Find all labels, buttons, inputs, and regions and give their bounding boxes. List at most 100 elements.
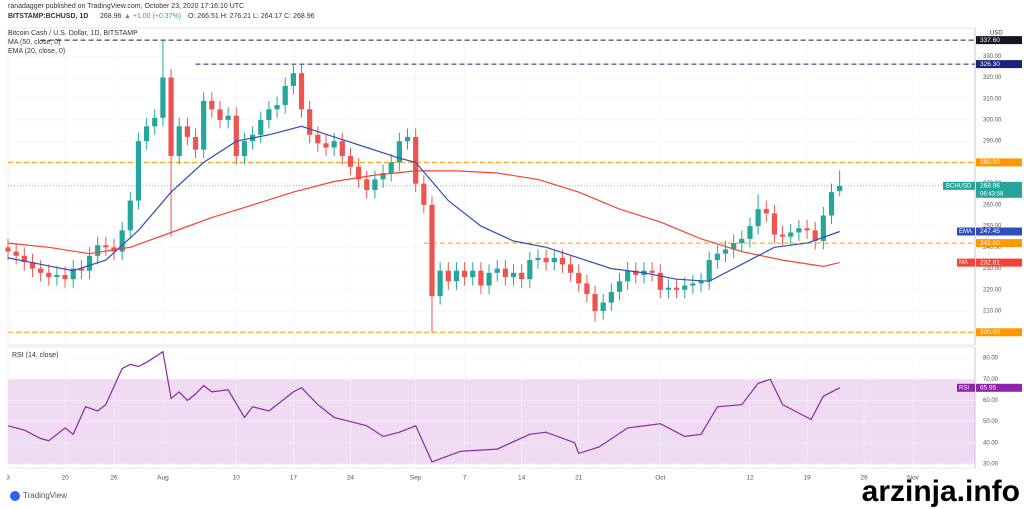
candle-body	[62, 274, 68, 280]
candle-body	[788, 232, 794, 237]
y-tick-label: 290.00	[983, 139, 1002, 145]
candle-body	[665, 287, 672, 290]
candle-body	[233, 115, 239, 157]
footer-logo: TradingView	[10, 491, 67, 501]
candle-body	[421, 183, 427, 205]
price-tag	[976, 60, 1022, 69]
candle-body	[837, 185, 843, 192]
x-tick-label: 26	[860, 475, 868, 482]
candle-body	[429, 204, 435, 297]
candle-body	[176, 126, 182, 157]
candle-body	[152, 117, 158, 127]
candle-body	[298, 73, 305, 110]
last-price: 268.96	[100, 13, 122, 20]
candle-body	[510, 272, 517, 278]
candle-body	[282, 85, 288, 106]
y-tick-label: 330.00	[983, 54, 1002, 60]
price-tag-label: 200.00	[980, 329, 1000, 336]
pane-title: Bitcoin Cash / U.S. Dollar, 1D, BITSTAMP	[8, 30, 138, 37]
ohlc: O: 266.51 H: 276.21 L: 264.17 C: 268.96	[188, 13, 315, 20]
x-tick-label: 10	[233, 475, 241, 482]
candle-body	[771, 213, 778, 235]
legend-entry: MA (50, close, 0)	[8, 39, 61, 46]
price-tag-label: 326.30	[980, 61, 1000, 68]
x-tick-label: 7	[463, 475, 467, 482]
candle-body	[820, 215, 826, 241]
y-tick-label: 300.00	[983, 118, 1002, 124]
candle-body	[54, 274, 60, 278]
candle-body	[673, 287, 680, 290]
candle-body	[404, 136, 411, 142]
candle-body	[576, 272, 582, 284]
candle-body	[437, 270, 443, 297]
legend-entry: EMA (20, close, 0)	[8, 48, 65, 55]
series-tag	[957, 383, 975, 392]
x-tick-label: 12	[746, 475, 754, 482]
candle-body	[119, 230, 125, 252]
candle-body	[29, 262, 36, 269]
x-tick-label: 14	[518, 475, 526, 482]
candle-body	[519, 272, 525, 280]
x-tick-label: Nov	[907, 475, 919, 482]
watermark: arzinja.info	[862, 475, 1020, 508]
candle-body	[168, 77, 174, 157]
candle-body	[551, 257, 557, 263]
price-tag	[976, 258, 1022, 267]
x-tick-label: 3	[6, 475, 10, 482]
change: ▲ +1.00 (+0.37%)	[124, 13, 181, 20]
candle-body	[470, 270, 476, 278]
indicator-line	[7, 170, 840, 268]
candle-body	[160, 77, 166, 118]
candle-body	[274, 105, 280, 110]
candle-body	[502, 268, 508, 278]
candle-body	[445, 270, 451, 282]
candle-body	[633, 270, 639, 275]
x-tick-label: 26	[110, 475, 118, 482]
series-tag	[957, 258, 975, 267]
candle-body	[567, 264, 574, 273]
y-tick-label: 210.00	[983, 309, 1002, 315]
candle-body	[323, 143, 329, 148]
x-tick-label: 21	[575, 475, 583, 482]
candle-body	[755, 209, 761, 227]
candle-body	[649, 270, 655, 273]
candle-body	[355, 166, 362, 180]
price-tag-label: 65.95	[980, 385, 997, 392]
x-tick-label: Sep	[410, 475, 422, 482]
candle-body	[225, 115, 231, 120]
x-tick-label: 17	[290, 475, 298, 482]
candle-body	[616, 281, 623, 292]
axis-unit: USD	[990, 31, 1003, 37]
price-tag-label: 337.60	[980, 37, 1000, 44]
candle-body	[135, 141, 142, 201]
price-tag-label: 280.00	[980, 159, 1000, 166]
indicator-line	[7, 350, 840, 463]
y-tick-label: 260.00	[983, 202, 1002, 208]
y-tick-label: 30.00	[983, 462, 999, 468]
series-tag-name: EMA	[959, 229, 972, 235]
candle-body	[217, 109, 223, 120]
candle-body	[209, 100, 215, 110]
candle-body	[796, 228, 802, 233]
x-tick-label: Aug	[157, 475, 169, 482]
price-tag-label: 268.96	[980, 183, 1000, 190]
candle-body	[731, 243, 737, 250]
brand: TradingView	[23, 491, 67, 500]
series-tag-name: MA	[959, 260, 968, 266]
candle-body	[804, 228, 810, 231]
price-tag-label: 242.00	[980, 240, 1000, 247]
y-tick-label: 240.00	[983, 245, 1002, 251]
candle-body	[828, 192, 835, 216]
candle-body	[46, 272, 52, 278]
symbol-tag-label: BCHUSD	[946, 183, 972, 189]
indicator-line	[7, 125, 840, 282]
candle-body	[201, 100, 207, 150]
candle-body	[258, 119, 264, 135]
candle-body	[86, 255, 93, 271]
candle-body	[535, 257, 541, 261]
candle-body	[625, 270, 631, 282]
series-tag	[957, 227, 975, 236]
price-tag	[976, 227, 1022, 236]
y-tick-label: 80.00	[983, 356, 999, 362]
